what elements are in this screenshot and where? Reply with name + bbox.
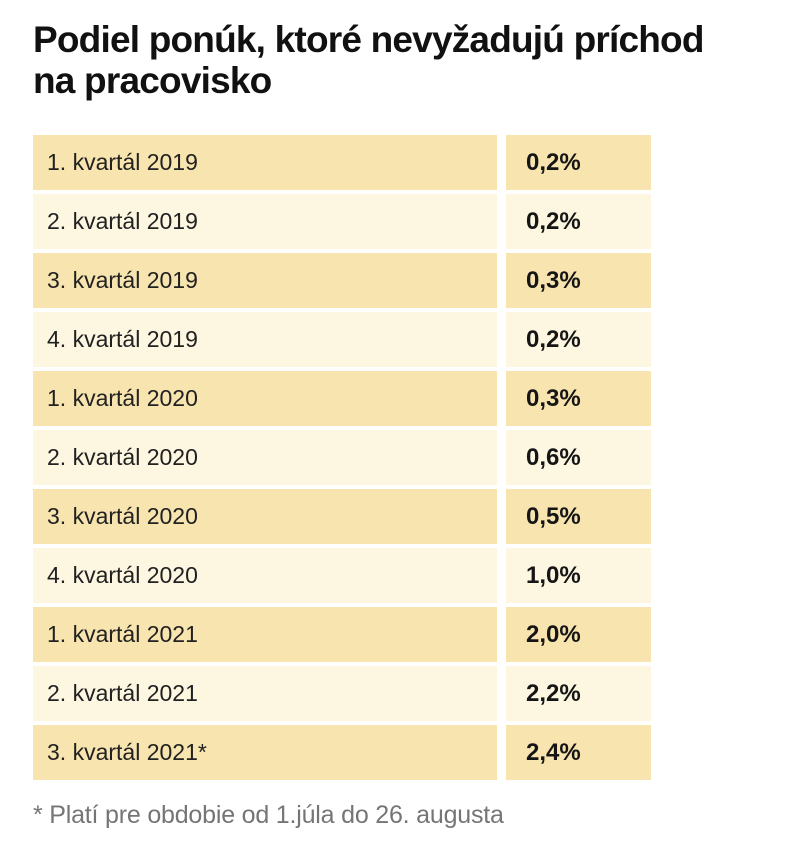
- quarter-label-cell: 2. kvartál 2019: [33, 194, 497, 250]
- quarters-table: 1. kvartál 2019 0,2% 2. kvartál 2019 0,2…: [33, 135, 651, 781]
- table-row: 3. kvartál 2019 0,3%: [33, 253, 651, 309]
- table-row: 2. kvartál 2021 2,2%: [33, 666, 651, 722]
- quarter-label-cell: 1. kvartál 2019: [33, 135, 497, 191]
- quarter-label-cell: 4. kvartál 2020: [33, 548, 497, 604]
- quarter-label-cell: 3. kvartál 2019: [33, 253, 497, 309]
- table-row: 2. kvartál 2020 0,6%: [33, 430, 651, 486]
- table-row: 3. kvartál 2021* 2,4%: [33, 725, 651, 781]
- quarter-label-cell: 2. kvartál 2020: [33, 430, 497, 486]
- quarter-label-cell: 1. kvartál 2021: [33, 607, 497, 663]
- value-cell: 2,4%: [506, 725, 651, 781]
- value-cell: 2,0%: [506, 607, 651, 663]
- table-row: 4. kvartál 2020 1,0%: [33, 548, 651, 604]
- footnote: * Platí pre obdobie od 1.júla do 26. aug…: [33, 801, 504, 830]
- value-cell: 1,0%: [506, 548, 651, 604]
- quarter-label-cell: 3. kvartál 2020: [33, 489, 497, 545]
- value-cell: 0,3%: [506, 371, 651, 427]
- page-title-line-1: Podiel ponúk, ktoré nevyžadujú príchod: [33, 19, 704, 60]
- quarter-label-cell: 4. kvartál 2019: [33, 312, 497, 368]
- table-row: 1. kvartál 2019 0,2%: [33, 135, 651, 191]
- value-cell: 0,3%: [506, 253, 651, 309]
- value-cell: 0,2%: [506, 312, 651, 368]
- quarter-label-cell: 1. kvartál 2020: [33, 371, 497, 427]
- table-row: 1. kvartál 2020 0,3%: [33, 371, 651, 427]
- value-cell: 2,2%: [506, 666, 651, 722]
- quarter-label-cell: 3. kvartál 2021*: [33, 725, 497, 781]
- quarter-label-cell: 2. kvartál 2021: [33, 666, 497, 722]
- value-cell: 0,5%: [506, 489, 651, 545]
- table-row: 4. kvartál 2019 0,2%: [33, 312, 651, 368]
- table-row: 3. kvartál 2020 0,5%: [33, 489, 651, 545]
- page-title-line-2: na pracovisko: [33, 59, 272, 101]
- value-cell: 0,2%: [506, 194, 651, 250]
- value-cell: 0,2%: [506, 135, 651, 191]
- table-row: 2. kvartál 2019 0,2%: [33, 194, 651, 250]
- value-cell: 0,6%: [506, 430, 651, 486]
- page-title: Podiel ponúk, ktoré nevyžadujú príchod n…: [33, 19, 785, 101]
- table-row: 1. kvartál 2021 2,0%: [33, 607, 651, 663]
